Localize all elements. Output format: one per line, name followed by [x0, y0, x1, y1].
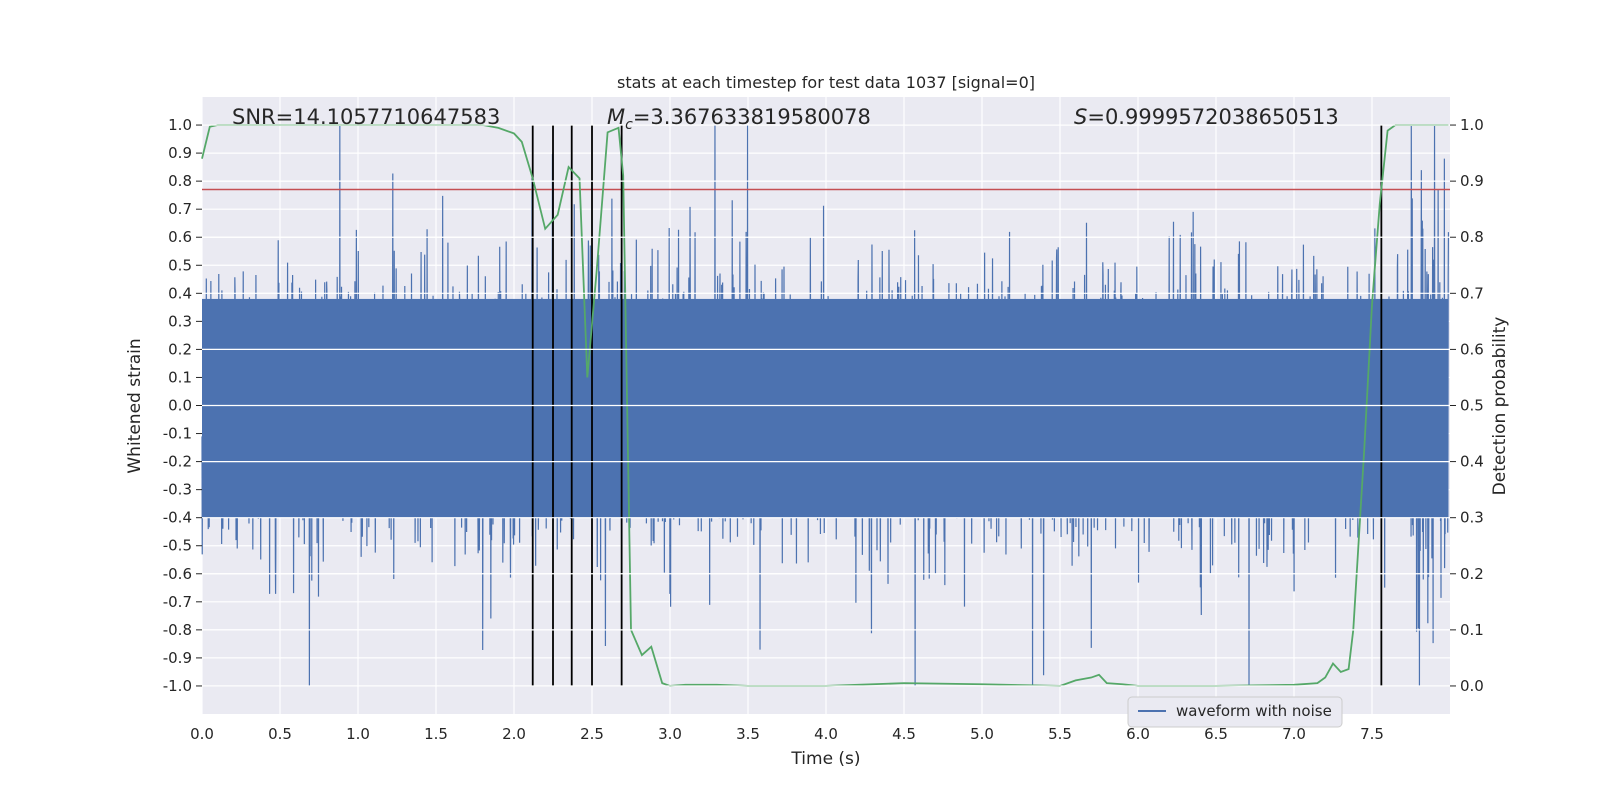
y-tick-label: 1.0	[168, 116, 192, 134]
x-tick-label: 5.5	[1048, 725, 1072, 743]
y2-tick-label: 0.3	[1460, 509, 1484, 527]
y-axis-label: Whitened strain	[125, 338, 145, 473]
mc-symbol: M	[607, 105, 625, 129]
x-tick-label: 4.0	[814, 725, 838, 743]
legend-box	[1127, 696, 1343, 728]
y-tick-label: -0.9	[163, 649, 192, 667]
x-tick-label: 0.5	[268, 725, 292, 743]
y-tick-label: -0.8	[163, 621, 192, 639]
waveform-core-band	[202, 298, 1449, 518]
x-tick-label: 3.5	[736, 725, 760, 743]
y-tick-label: 0.9	[168, 144, 192, 162]
x-tick-label: 5.0	[970, 725, 994, 743]
right-axis-grid	[202, 124, 1450, 687]
mc-subscript: c	[625, 117, 633, 133]
y-tick-label: 0.4	[168, 284, 192, 302]
x-axis-label: Time (s)	[790, 749, 860, 769]
x-tick-label: 6.5	[1204, 725, 1228, 743]
y2-tick-label: 1.0	[1460, 116, 1484, 134]
y-tick-label: 0.1	[168, 368, 192, 386]
y2-tick-label: 0.2	[1460, 565, 1484, 583]
y2-axis-label: Detection probability	[1490, 317, 1510, 496]
x-tick-label: 1.5	[424, 725, 448, 743]
y-tick-label: 0.6	[168, 228, 192, 246]
y2-tick-label: 0.7	[1460, 284, 1484, 302]
y-tick-label: 0.7	[168, 200, 192, 218]
y-tick-label: 0.5	[168, 256, 192, 274]
y-tick-labels: 1.0 0.9 0.8 0.7 0.6 0.5 0.4 0.3 0.2 0.1 0.0 -0.1 -0.…	[163, 116, 202, 695]
y2-tick-label: 0.5	[1460, 397, 1484, 415]
y2-tick-label: 0.4	[1460, 453, 1484, 471]
y2-tick-label: 0.1	[1460, 621, 1484, 639]
score-annotation: S=0.9999572038650513	[1074, 105, 1339, 129]
y-tick-label: -0.4	[163, 509, 192, 527]
y-tick-label: 0.8	[168, 172, 192, 190]
s-value: =0.9999572038650513	[1087, 105, 1338, 129]
y2-tick-label: 0.6	[1460, 340, 1484, 358]
chart-title: stats at each timestep for test data 103…	[617, 73, 1035, 92]
probability-line	[201, 124, 1449, 687]
x-tick-label: 2.0	[502, 725, 526, 743]
chirp-mass-annotation: Mc=3.367633819580078	[607, 105, 871, 133]
y-tick-label: -0.1	[163, 425, 192, 443]
y-tick-label: -0.2	[163, 453, 192, 471]
mc-value: =3.367633819580078	[633, 105, 871, 129]
snr-annotation: SNR=14.1057710647583	[232, 105, 500, 129]
x-tick-label: 0.0	[190, 725, 214, 743]
x-tick-label: 4.5	[892, 725, 916, 743]
y2-tick-label: 0.9	[1460, 172, 1484, 190]
x-tick-label: 6.0	[1126, 725, 1150, 743]
s-symbol: S	[1074, 105, 1087, 129]
x-tick-label: 1.0	[346, 725, 370, 743]
x-tick-label: 7.0	[1282, 725, 1306, 743]
y-tick-label: 0.0	[168, 397, 192, 415]
waveform-series	[201, 125, 1450, 686]
y-tick-label: -0.5	[163, 537, 192, 555]
x-tick-label: 2.5	[580, 725, 604, 743]
y-tick-label: 0.2	[168, 340, 192, 358]
probability-layer	[201, 124, 1449, 687]
y-tick-label: -0.6	[163, 565, 192, 583]
y-tick-label: -1.0	[163, 677, 192, 695]
x-tick-label: 7.5	[1360, 725, 1384, 743]
y2-tick-label: 0.0	[1460, 677, 1484, 695]
y2-tick-label: 0.8	[1460, 228, 1484, 246]
x-tick-labels: 0.0 0.5 1.0 1.5 2.0 2.5 3.0 3.5 4.0 4.5 5.0 5.5 6.0 6…	[190, 725, 1384, 743]
legend: waveform with noise	[1127, 696, 1343, 728]
x-tick-label: 3.0	[658, 725, 682, 743]
y-tick-label: -0.3	[163, 481, 192, 499]
y-tick-label: 0.3	[168, 312, 192, 330]
legend-label: waveform with noise	[1176, 702, 1332, 720]
y2-tick-labels: 1.0 0.9 0.8 0.7 0.6 0.5 0.4 0.3 0.2 0.1 0.0	[1450, 116, 1484, 695]
y-tick-label: -0.7	[163, 593, 192, 611]
